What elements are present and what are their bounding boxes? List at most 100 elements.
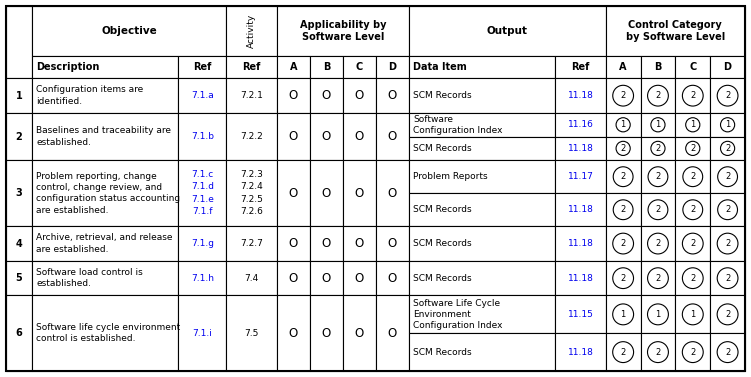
Bar <box>710 296 745 333</box>
Text: 2: 2 <box>656 172 661 181</box>
Text: 2: 2 <box>620 91 626 100</box>
Bar <box>226 226 276 261</box>
Bar <box>409 296 555 333</box>
Bar <box>376 160 409 226</box>
Bar <box>710 261 745 296</box>
Text: 2: 2 <box>620 172 626 181</box>
Bar <box>343 261 376 296</box>
Text: Ref: Ref <box>243 62 261 72</box>
Bar <box>606 136 641 160</box>
Text: Software load control is
established.: Software load control is established. <box>36 268 143 288</box>
Text: O: O <box>388 187 397 200</box>
Text: 7.4: 7.4 <box>244 274 258 283</box>
Bar <box>32 296 178 371</box>
Text: B: B <box>654 62 662 72</box>
Text: C: C <box>356 62 363 72</box>
Text: O: O <box>388 237 397 250</box>
Text: 7.2.2: 7.2.2 <box>240 132 263 141</box>
Bar <box>343 56 376 78</box>
Text: 2: 2 <box>725 274 730 283</box>
Bar <box>226 296 276 371</box>
Bar <box>710 160 745 193</box>
Bar <box>641 296 675 333</box>
Text: SCM Records: SCM Records <box>413 239 472 248</box>
Text: 2: 2 <box>725 239 730 248</box>
Bar <box>178 226 226 261</box>
Bar <box>710 136 745 160</box>
Text: O: O <box>321 89 331 102</box>
Text: 2: 2 <box>16 132 23 142</box>
Bar <box>309 160 343 226</box>
Bar <box>675 261 710 296</box>
Text: 11.18: 11.18 <box>568 205 593 214</box>
Bar <box>606 56 641 78</box>
Bar <box>641 226 675 261</box>
Text: 1: 1 <box>620 120 626 129</box>
Bar <box>32 113 178 160</box>
Text: 7.1.c
7.1.d
7.1.e
7.1.f: 7.1.c 7.1.d 7.1.e 7.1.f <box>191 170 214 216</box>
Bar <box>178 160 226 226</box>
Bar <box>276 296 309 371</box>
Text: SCM Records: SCM Records <box>413 205 472 214</box>
Bar <box>32 56 178 78</box>
Bar <box>710 226 745 261</box>
Text: O: O <box>388 130 397 143</box>
Text: O: O <box>354 187 364 200</box>
Bar <box>409 261 555 296</box>
Text: 2: 2 <box>620 348 626 357</box>
Bar <box>555 296 606 333</box>
Text: 2: 2 <box>690 205 695 214</box>
Text: 2: 2 <box>690 172 695 181</box>
Text: D: D <box>388 62 397 72</box>
Bar <box>641 261 675 296</box>
Bar <box>6 6 32 78</box>
Bar <box>276 78 309 113</box>
Bar <box>276 56 309 78</box>
Text: Baselines and traceability are
established.: Baselines and traceability are establish… <box>36 126 171 147</box>
Text: 11.16: 11.16 <box>568 120 593 129</box>
Text: SCM Records: SCM Records <box>413 144 472 153</box>
Bar <box>376 56 409 78</box>
Text: 2: 2 <box>725 144 730 153</box>
Bar <box>226 6 276 56</box>
Text: 11.18: 11.18 <box>568 348 593 357</box>
Text: 3: 3 <box>16 188 23 198</box>
Text: 1: 1 <box>690 120 695 129</box>
Bar <box>555 113 606 136</box>
Text: Control Category
by Software Level: Control Category by Software Level <box>626 20 725 42</box>
Bar <box>32 78 178 113</box>
Text: Activity: Activity <box>247 14 256 48</box>
Text: 7.2.1: 7.2.1 <box>240 91 263 100</box>
Text: 5: 5 <box>16 273 23 283</box>
Bar <box>343 78 376 113</box>
Text: O: O <box>321 237 331 250</box>
Bar <box>641 136 675 160</box>
Text: SCM Records: SCM Records <box>413 274 472 283</box>
Text: O: O <box>354 130 364 143</box>
Bar <box>555 78 606 113</box>
Bar <box>32 261 178 296</box>
Text: O: O <box>288 89 298 102</box>
Bar <box>606 78 641 113</box>
Text: 6: 6 <box>16 328 23 338</box>
Bar <box>606 296 641 333</box>
Bar <box>409 226 555 261</box>
Bar <box>32 160 178 226</box>
Bar <box>555 333 606 371</box>
Bar <box>343 296 376 371</box>
Text: O: O <box>354 237 364 250</box>
Bar <box>675 113 710 136</box>
Text: Ref: Ref <box>572 62 590 72</box>
Text: 7.1.b: 7.1.b <box>191 132 214 141</box>
Text: 2: 2 <box>656 348 661 357</box>
Text: 7.1.g: 7.1.g <box>191 239 214 248</box>
Bar <box>555 56 606 78</box>
Bar <box>409 160 555 193</box>
Bar <box>675 136 710 160</box>
Text: 2: 2 <box>620 239 626 248</box>
Bar <box>276 113 309 160</box>
Text: 2: 2 <box>690 239 695 248</box>
Bar <box>309 261 343 296</box>
Bar <box>343 160 376 226</box>
Text: 11.18: 11.18 <box>568 144 593 153</box>
